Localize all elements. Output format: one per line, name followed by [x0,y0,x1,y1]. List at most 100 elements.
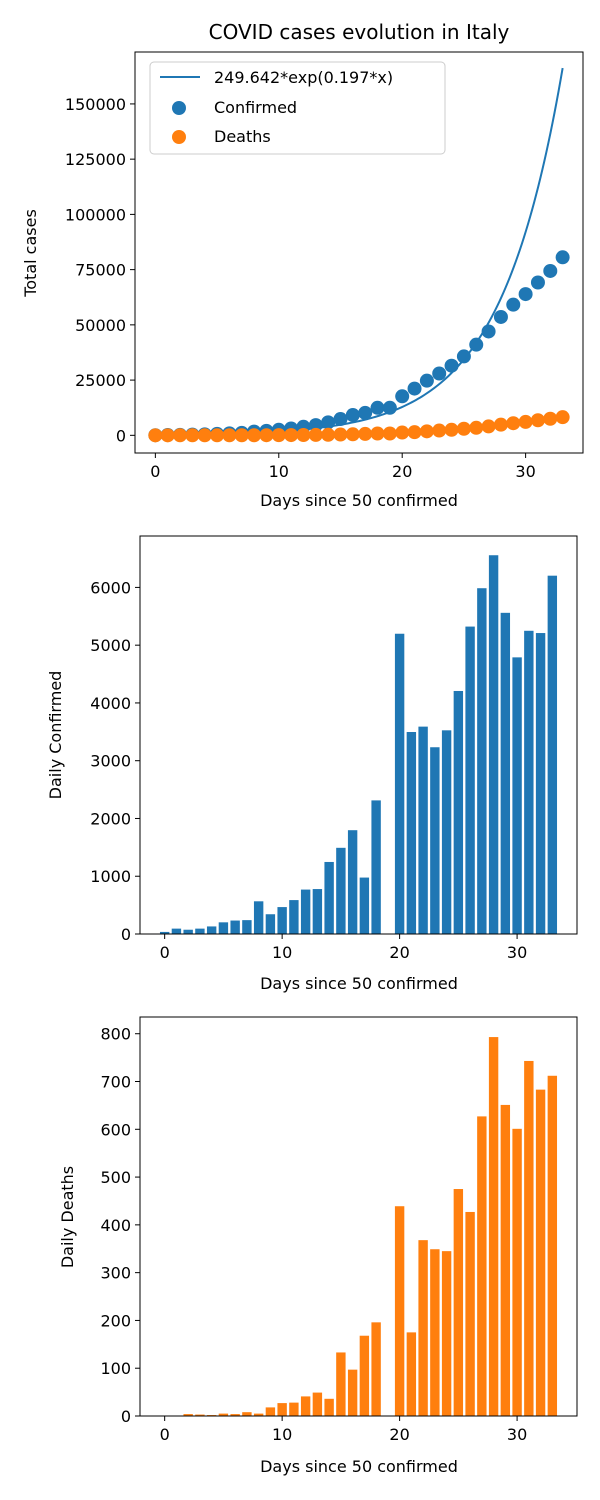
y-tick-label: 500 [100,1168,131,1187]
legend-deaths-label: Deaths [214,127,271,146]
y-tick-label: 700 [100,1073,131,1092]
deaths-bar [230,1414,240,1416]
deaths-point [530,413,545,428]
deaths-point [370,426,385,441]
deaths-bar [477,1116,487,1416]
deaths-point [543,411,558,426]
x-tick-label: 0 [160,943,170,962]
confirmed-point [419,373,434,388]
confirmed-bar [477,588,487,934]
y-tick-label: 2000 [90,809,131,828]
plot-area [159,1037,558,1416]
deaths-point [160,428,175,443]
confirmed-bar [488,555,499,934]
y-tick-label: 100000 [65,205,126,224]
legend-confirmed-swatch [172,101,186,115]
legend-confirmed-label: Confirmed [214,98,297,117]
y-tick-label: 200 [100,1311,131,1330]
chart-title: COVID cases evolution in Italy [209,20,510,44]
y-axis: 0 1000 2000 3000 4000 5000 6000 [90,578,140,944]
x-axis-label: Days since 50 confirmed [260,974,458,993]
x-tick-label: 20 [389,943,409,962]
y-axis: 0 25000 50000 75000 100000 125000 150000 [65,95,135,445]
y-tick-label: 600 [100,1120,131,1139]
plot-area [148,67,570,443]
deaths-point [432,423,447,438]
legend-fit-label: 249.642*exp(0.197*x) [214,68,393,87]
confirmed-bar [183,929,193,934]
x-tick-label: 20 [389,1425,409,1444]
confirmed-bar [430,747,440,934]
deaths-bar [488,1037,499,1416]
y-tick-label: 100 [100,1359,131,1378]
plot-area [159,555,558,934]
y-tick-label: 125000 [65,150,126,169]
confirmed-bar [242,920,252,934]
deaths-bar [418,1240,428,1416]
x-axis: 0 10 20 30 [160,1416,527,1444]
confirmed-bar [359,877,370,934]
x-axis: 0 10 20 30 [160,934,527,962]
deaths-bar [253,1413,264,1416]
deaths-point [173,428,188,443]
confirmed-bar [230,920,240,934]
deaths-bar [242,1412,252,1416]
deaths-point [506,416,521,431]
deaths-bar [277,1403,287,1416]
confirmed-point [370,400,385,415]
confirmed-bar [524,630,534,934]
confirmed-point [395,389,410,404]
deaths-point [555,410,570,425]
confirmed-point [481,324,496,339]
deaths-point [469,420,484,435]
deaths-point [382,426,397,441]
deaths-bar [371,1322,381,1416]
deaths-point [333,427,348,442]
confirmed-bar [289,900,299,934]
confirmed-point [333,412,348,427]
deaths-bar [500,1104,511,1416]
legend-deaths-swatch [172,130,186,144]
y-tick-label: 400 [100,1216,131,1235]
deaths-point [234,428,249,443]
x-axis-label: Days since 50 confirmed [260,491,458,510]
confirmed-point [543,263,558,278]
confirmed-bar [441,730,452,934]
confirmed-bar [465,626,475,934]
deaths-point [444,422,459,437]
deaths-point [185,428,200,443]
confirmed-bar [547,575,558,934]
panel-daily-deaths: 0 10 20 30 0 100 200 300 400 500 600 700 800 Days s… [58,1016,578,1476]
confirmed-bar [312,889,323,934]
y-tick-label: 300 [100,1264,131,1283]
deaths-bar [512,1128,522,1416]
confirmed-point [308,418,323,433]
deaths-bar [336,1352,346,1416]
confirmed-point [345,408,360,423]
deaths-bar [430,1249,440,1416]
deaths-bar [465,1211,475,1416]
deaths-bar [183,1414,193,1416]
deaths-point [222,428,237,443]
y-axis-label: Total cases [21,209,40,298]
confirmed-point [518,287,533,302]
deaths-bar [394,1206,405,1416]
y-tick-label: 3000 [90,752,131,771]
y-tick-label: 0 [121,925,131,944]
confirmed-bar [265,914,276,934]
confirmed-point [432,366,447,381]
deaths-point [481,419,496,434]
deaths-point [493,417,508,432]
confirmed-point [358,405,373,420]
confirmed-bar [171,928,182,934]
panel-daily-confirmed: 0 10 20 30 0 1000 2000 3000 4000 5000 6000 Days s… [46,535,578,993]
confirmed-bar [218,922,229,934]
confirmed-point [506,297,521,312]
confirmed-bar [324,861,334,934]
deaths-point [345,427,360,442]
confirmed-point [555,250,570,265]
confirmed-point [407,381,422,396]
confirmed-point [444,358,459,373]
confirmed-point [530,275,545,290]
deaths-bar [324,1398,334,1416]
